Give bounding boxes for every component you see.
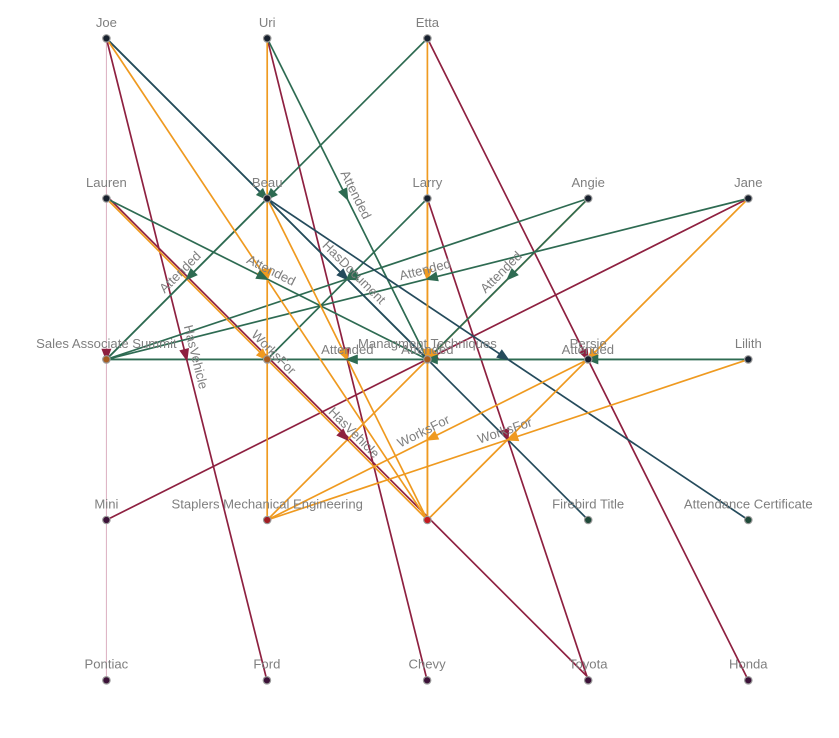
svg-text:Pontiac: Pontiac [85, 657, 129, 672]
svg-text:Beau: Beau [252, 175, 283, 190]
svg-text:Lauren: Lauren [86, 175, 127, 190]
svg-text:Sales Associate Summit: Sales Associate Summit [36, 336, 177, 351]
svg-text:Attended: Attended [401, 342, 453, 357]
svg-text:Jane: Jane [734, 175, 762, 190]
svg-text:Lilith: Lilith [735, 336, 762, 351]
svg-text:Angie: Angie [571, 175, 605, 190]
svg-text:Uri: Uri [259, 15, 276, 30]
svg-text:Firebird Title: Firebird Title [552, 496, 624, 511]
svg-text:Etta: Etta [416, 15, 440, 30]
svg-text:Chevy: Chevy [409, 657, 447, 672]
svg-text:Staplers Mechanical Engineerin: Staplers Mechanical Engineering [171, 496, 362, 511]
svg-text:Toyota: Toyota [569, 657, 608, 672]
svg-text:Joe: Joe [96, 15, 117, 30]
svg-text:Larry: Larry [412, 175, 442, 190]
svg-text:Ford: Ford [253, 657, 280, 672]
svg-text:Honda: Honda [729, 657, 768, 672]
svg-text:Attendance Certificate: Attendance Certificate [684, 496, 813, 511]
svg-text:Managment Techniques: Managment Techniques [358, 336, 497, 351]
svg-text:Mini: Mini [94, 496, 118, 511]
svg-text:Persie: Persie [570, 336, 607, 351]
svg-text:Attended: Attended [562, 342, 614, 357]
svg-text:Attended: Attended [321, 342, 373, 357]
